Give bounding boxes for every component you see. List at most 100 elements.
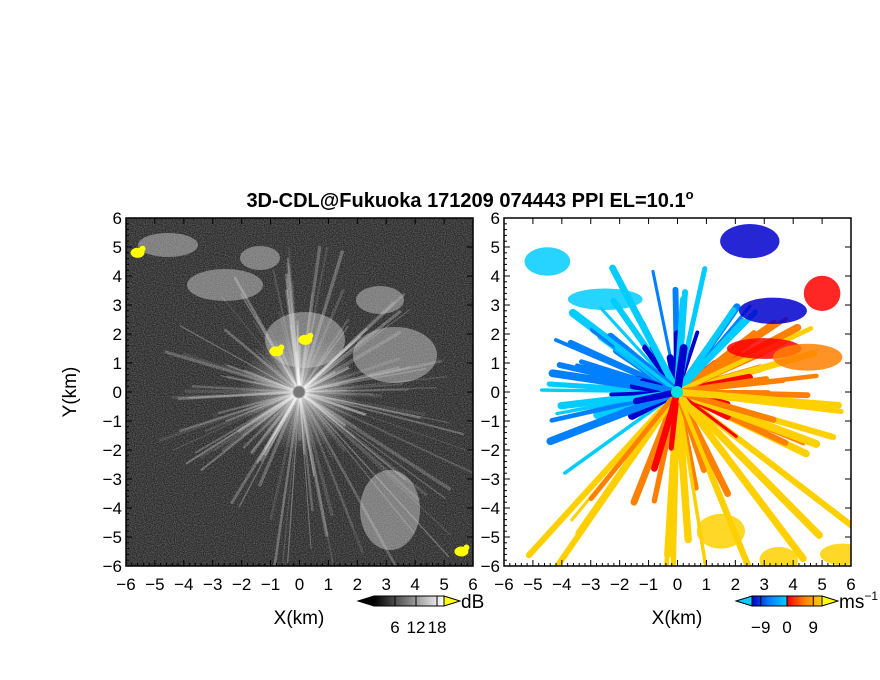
- y-tick-label: −6: [481, 557, 500, 576]
- y-tick-label: −1: [103, 412, 122, 431]
- y-tick-label: 3: [491, 296, 500, 315]
- y-tick-label: 6: [491, 209, 500, 228]
- x-tick-label: 3: [760, 575, 769, 594]
- velocity-streak: [675, 390, 708, 566]
- x-tick-label: 0: [673, 575, 682, 594]
- y-tick-label: −1: [481, 412, 500, 431]
- x-tick-label: −3: [581, 575, 600, 594]
- velocity-patch: [803, 275, 841, 311]
- x-tick-label: 6: [468, 575, 477, 594]
- x-tick-label: −5: [523, 575, 542, 594]
- velocity-streak: [674, 307, 737, 396]
- x-tick-label: −6: [116, 575, 135, 594]
- echo-patch: [353, 327, 437, 383]
- radar-center-marker: [671, 386, 683, 398]
- echo-saturated-points: [130, 245, 470, 557]
- x-tick-label: 4: [410, 575, 419, 594]
- velocity-streak: [674, 388, 842, 409]
- echo-colorbar: 6 12 18 dB: [356, 592, 484, 637]
- velocity-colorbar-ticks: −9 0 9: [751, 596, 818, 637]
- doppler-velocity-image: [504, 218, 851, 566]
- y-tick-label: −5: [103, 528, 122, 547]
- y-tick-label: 5: [491, 238, 500, 257]
- y-tick-label: −3: [103, 470, 122, 489]
- y-tick-label: 0: [491, 383, 500, 402]
- echo-saturated-point: [139, 245, 146, 252]
- velocity-streak: [674, 376, 770, 396]
- y-tick-label: 1: [113, 354, 122, 373]
- velocity-xlabel: X(km): [652, 608, 703, 629]
- velocity-unit-base: ms: [839, 592, 864, 613]
- y-tick-label: 6: [113, 209, 122, 228]
- velocity-colorbar-under-arrow: [734, 595, 753, 607]
- colorbar-tick-label: 0: [782, 618, 791, 637]
- x-tick-label: −2: [610, 575, 629, 594]
- echo-saturated-point: [307, 332, 314, 339]
- velocity-patch: [819, 543, 851, 566]
- x-tick-label: 5: [817, 575, 826, 594]
- echo-colorbar-unit: dB: [461, 592, 484, 613]
- velocity-streak: [546, 388, 682, 446]
- y-tick-label: 4: [491, 267, 500, 286]
- x-tick-label: 3: [382, 575, 391, 594]
- velocity-streak: [673, 388, 823, 539]
- y-tick-label: −2: [103, 441, 122, 460]
- velocity-unit-exponent: −1: [864, 589, 878, 603]
- echo-saturated-point: [463, 544, 470, 551]
- velocity-streak: [556, 361, 681, 395]
- x-tick-label: 1: [702, 575, 711, 594]
- x-tick-label: −6: [494, 575, 513, 594]
- velocity-patch: [772, 343, 843, 371]
- echo-patch: [356, 286, 404, 314]
- echo-patch: [360, 470, 420, 550]
- echo-colorbar-ramp: [373, 595, 445, 607]
- colorbar-tick-label: 18: [428, 618, 447, 637]
- velocity-streak: [675, 389, 751, 566]
- colorbar-tick-label: 6: [390, 618, 399, 637]
- echo-colorbar-over-arrow: [443, 595, 462, 607]
- x-tick-label: −1: [639, 575, 658, 594]
- echo-patch: [138, 233, 198, 257]
- chart-title-text: 3D-CDL@Fukuoka 171209 074443 PPI EL=10.1: [246, 190, 685, 212]
- y-tick-label: 5: [113, 238, 122, 257]
- colorbar-tick-label: 12: [407, 618, 426, 637]
- echo-saturated-point: [278, 344, 285, 351]
- velocity-patch: [720, 224, 780, 259]
- y-tick-label: −5: [481, 528, 500, 547]
- echo-colorbar-under-arrow: [356, 595, 375, 607]
- velocity-colorbar: −9 0 9 ms−1: [734, 589, 878, 637]
- y-tick-label: 2: [491, 325, 500, 344]
- x-tick-label: −4: [174, 575, 193, 594]
- velocity-streak: [609, 264, 681, 396]
- colorbar-tick-label: −9: [751, 618, 770, 637]
- x-tick-label: 6: [846, 575, 855, 594]
- x-tick-label: −4: [552, 575, 571, 594]
- y-tick-label: 2: [113, 325, 122, 344]
- velocity-patch: [738, 297, 807, 324]
- velocity-patch: [567, 288, 643, 310]
- y-tick-label: −4: [103, 499, 122, 518]
- velocity-streak: [673, 388, 692, 544]
- echo-intensity-image: [126, 218, 473, 566]
- velocity-streak: [673, 388, 807, 563]
- x-tick-label: 0: [295, 575, 304, 594]
- chart-title: 3D-CDL@Fukuoka 171209 074443 PPI EL=10.1…: [246, 187, 693, 212]
- echo-ylabel: Y(km): [60, 367, 81, 418]
- y-tick-label: −3: [481, 470, 500, 489]
- x-tick-label: 5: [439, 575, 448, 594]
- echo-patch: [187, 269, 263, 301]
- y-tick-label: −2: [481, 441, 500, 460]
- velocity-field: [524, 224, 851, 566]
- x-tick-label: 1: [324, 575, 333, 594]
- velocity-streak: [651, 388, 681, 472]
- velocity-streak: [588, 389, 680, 502]
- velocity-streak: [673, 344, 688, 396]
- y-tick-label: −4: [481, 499, 500, 518]
- y-tick-label: 1: [491, 354, 500, 373]
- x-tick-label: 2: [353, 575, 362, 594]
- echo-colorbar-ticks: 6 12 18: [390, 596, 446, 637]
